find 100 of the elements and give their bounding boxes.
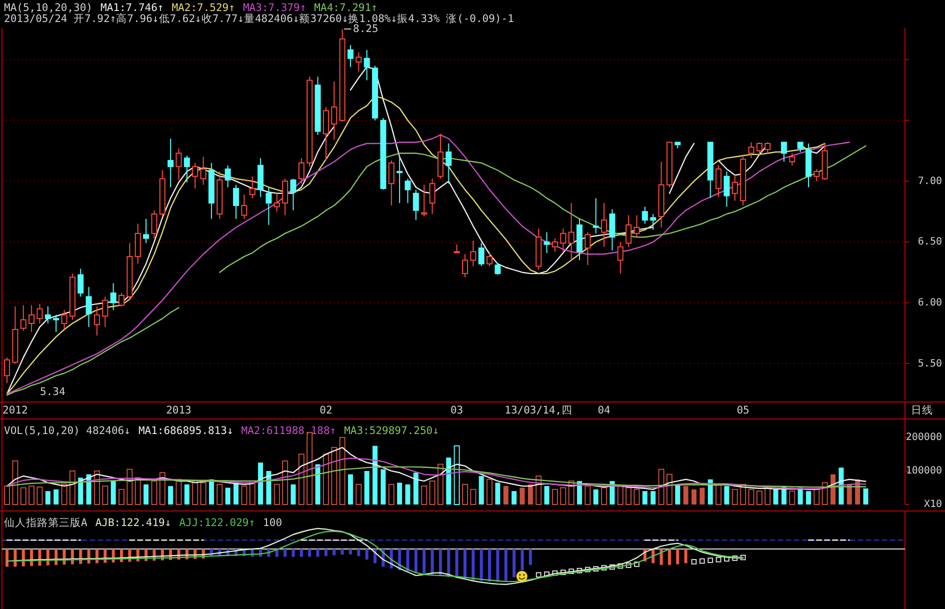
candlestick xyxy=(61,310,68,330)
candlestick xyxy=(592,198,599,234)
bar xyxy=(168,486,174,504)
candlestick xyxy=(176,148,182,180)
candlestick xyxy=(486,251,493,267)
bar xyxy=(331,447,338,505)
point xyxy=(740,554,746,560)
text: VOL(5,10,20) 482406↓ xyxy=(4,424,130,437)
x-tick-label: 2013 xyxy=(166,404,192,416)
candlestick xyxy=(421,184,428,217)
bar xyxy=(184,484,190,504)
bar xyxy=(290,484,296,504)
candlestick xyxy=(412,189,419,221)
bar xyxy=(20,487,26,505)
bar xyxy=(380,469,386,504)
candlestick xyxy=(568,202,574,261)
candlestick xyxy=(732,174,738,202)
bar xyxy=(617,486,624,505)
bar xyxy=(429,480,436,505)
bar xyxy=(634,488,640,505)
candlestick xyxy=(780,142,787,162)
point xyxy=(593,566,599,572)
candlestick xyxy=(86,286,92,328)
candlestick xyxy=(224,164,231,188)
candlestick xyxy=(748,142,754,159)
bar xyxy=(126,468,133,505)
y-tick-label: 7.00 xyxy=(918,176,942,187)
annotation: 100 xyxy=(263,516,282,529)
candlestick xyxy=(184,155,190,183)
bar xyxy=(724,486,730,504)
bar xyxy=(94,470,100,505)
candlestick xyxy=(454,244,460,254)
x-tick-label: 05 xyxy=(736,404,750,416)
candlestick xyxy=(388,160,394,206)
point xyxy=(708,558,714,564)
point xyxy=(716,556,722,562)
bar xyxy=(176,478,182,505)
bar xyxy=(192,480,198,505)
point xyxy=(634,562,640,567)
bar xyxy=(486,478,493,505)
text: 日线 xyxy=(911,403,933,416)
candlestick xyxy=(814,168,820,182)
point xyxy=(576,568,582,574)
bar xyxy=(512,491,517,504)
candlestick xyxy=(404,178,411,204)
bar xyxy=(225,488,230,504)
candlestick xyxy=(642,206,648,224)
bar xyxy=(372,446,378,504)
point xyxy=(626,562,632,568)
text: MA3:7.379↑ xyxy=(242,2,306,14)
bar xyxy=(208,479,214,504)
candlestick xyxy=(4,356,10,384)
bar xyxy=(241,486,248,505)
bar xyxy=(274,484,280,505)
bar xyxy=(28,486,35,505)
bar xyxy=(495,482,500,504)
candlestick xyxy=(552,238,558,252)
candlestick xyxy=(78,268,84,298)
line-series xyxy=(6,466,866,488)
candlestick xyxy=(470,240,476,267)
bar xyxy=(478,476,484,504)
point xyxy=(699,558,705,564)
bar xyxy=(798,488,803,504)
bar xyxy=(846,484,852,504)
bar xyxy=(830,474,836,504)
bar xyxy=(675,484,680,504)
bar xyxy=(748,488,754,505)
bar xyxy=(700,488,705,504)
y-tick-label: 200000 xyxy=(906,432,942,444)
bar xyxy=(234,482,238,504)
bar xyxy=(650,491,656,504)
point xyxy=(618,563,624,569)
candlestick xyxy=(347,44,354,68)
candlestick xyxy=(494,263,501,276)
text: MA1:7.746↑ xyxy=(100,2,164,14)
x-tick-label: 2012 xyxy=(2,404,28,416)
bar xyxy=(437,464,444,505)
text: MA2:611988.188↑ xyxy=(241,424,336,437)
candlestick xyxy=(322,106,329,162)
bar xyxy=(12,460,18,505)
candlestick xyxy=(601,202,608,248)
candlestick xyxy=(53,314,60,332)
line-series xyxy=(6,458,866,490)
bar xyxy=(45,491,50,504)
bar xyxy=(552,488,558,505)
candlestick xyxy=(233,184,239,220)
bar xyxy=(364,470,370,504)
bar xyxy=(298,454,304,505)
bar xyxy=(789,490,796,505)
y-tick-label: 5.50 xyxy=(918,358,942,370)
candlestick xyxy=(94,306,100,336)
bar xyxy=(36,486,43,505)
bar xyxy=(118,488,124,505)
bar xyxy=(773,489,778,504)
bar xyxy=(339,436,346,505)
chart-subtitle: 2013/05/24 开7.92↑高7.96↓低7.62↓收7.77↓量482406↓额37260↓换1.08%↓振4.33% 涨(-0.09)-1 xyxy=(4,12,514,25)
bar xyxy=(593,489,598,504)
bar xyxy=(691,489,696,504)
bar xyxy=(266,470,272,504)
bar xyxy=(144,484,149,504)
